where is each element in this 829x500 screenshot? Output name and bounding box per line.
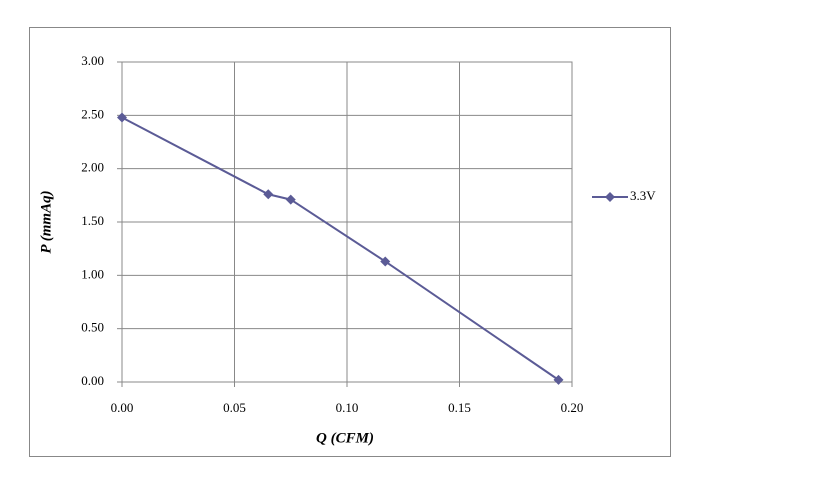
x-tick-label: 0.00 <box>111 400 134 415</box>
data-point <box>117 112 127 123</box>
y-tick-label: 1.00 <box>81 266 104 281</box>
y-tick-label: 1.50 <box>81 213 104 228</box>
y-tick-label: 0.00 <box>81 373 104 388</box>
x-tick-label: 0.10 <box>336 400 359 415</box>
y-axis-title: P (mmAq) <box>38 190 54 253</box>
chart-frame <box>29 27 671 457</box>
y-tick-label: 0.50 <box>81 320 104 335</box>
x-tick-label: 0.15 <box>448 400 471 415</box>
y-tick-label: 2.00 <box>81 160 104 175</box>
data-point <box>263 189 274 200</box>
data-point <box>285 194 296 205</box>
x-tick-label: 0.05 <box>223 400 246 415</box>
plot-border <box>121 61 573 383</box>
y-tick-label: 3.00 <box>81 53 104 68</box>
data-point <box>380 256 391 267</box>
legend-marker <box>605 192 615 202</box>
data-point <box>553 374 564 385</box>
x-axis-title: Q (CFM) <box>316 430 374 446</box>
x-tick-label: 0.20 <box>561 400 584 415</box>
y-tick-label: 2.50 <box>81 106 104 121</box>
legend-label: 3.3V <box>630 188 656 203</box>
